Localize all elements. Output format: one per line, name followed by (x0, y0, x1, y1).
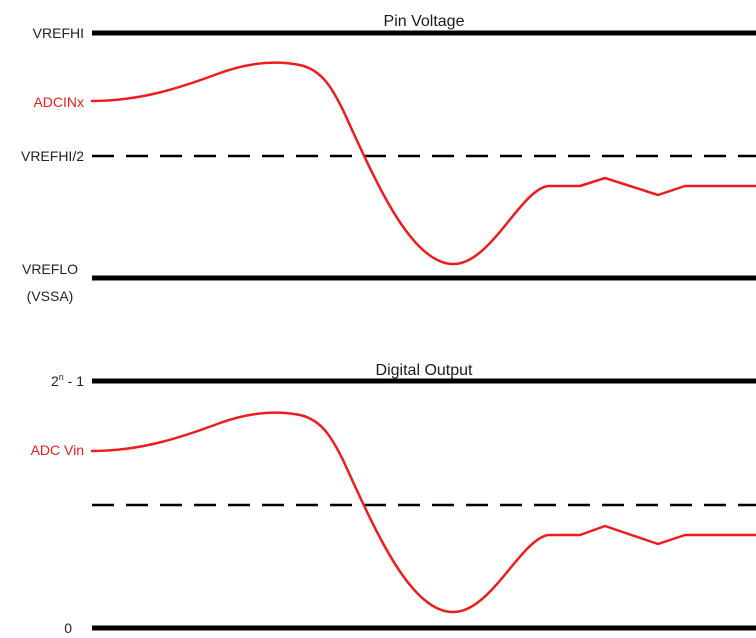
vrefhi-half-label: VREFHI/2 (21, 148, 84, 164)
max-code-suffix: - 1 (64, 373, 84, 389)
vssa-label: (VSSA) (27, 288, 74, 304)
digital-output-title: Digital Output (376, 362, 473, 379)
zero-code-label: 0 (64, 620, 72, 636)
vreflo-label: VREFLO (22, 261, 78, 277)
vrefhi-label: VREFHI (33, 25, 84, 41)
max-code-base: 2 (51, 373, 59, 389)
adc-vin-label: ADC Vin (31, 442, 84, 458)
max-code-exponent: n (59, 372, 64, 382)
max-code-label: 2n - 1 (51, 372, 84, 389)
pin-voltage-panel: Pin Voltage VREFHI ADCINx VREFHI/2 VREFL… (21, 13, 756, 304)
adcinx-label: ADCINx (33, 94, 84, 110)
adc-vin-signal-curve (90, 411, 756, 614)
adcinx-signal-curve (90, 61, 756, 266)
pin-voltage-title: Pin Voltage (384, 13, 465, 30)
digital-output-panel: Digital Output 2n - 1 ADC Vin 0 (31, 362, 756, 636)
